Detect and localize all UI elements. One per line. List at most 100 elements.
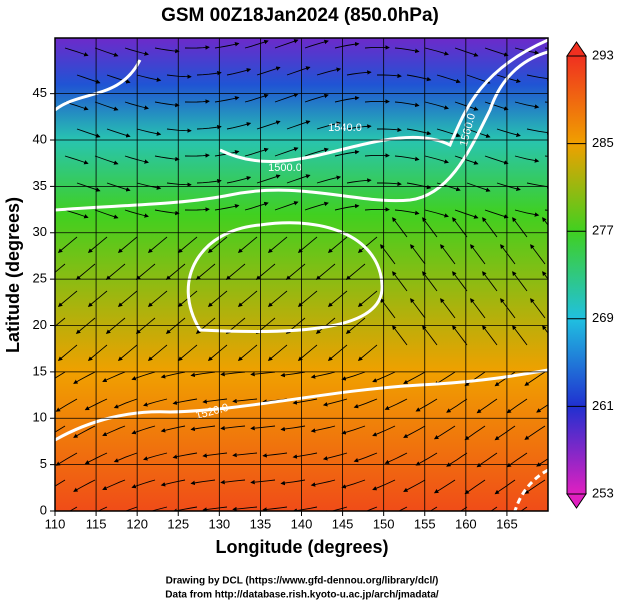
streamline: [207, 344, 228, 361]
streamline: [117, 344, 138, 361]
streamline: [286, 120, 311, 130]
streamline: [482, 325, 498, 346]
streamline: [237, 344, 258, 361]
streamline: [530, 244, 546, 265]
colorbar-scale: [566, 55, 587, 495]
streamline: [424, 209, 449, 218]
colorbar-tick-label: 269: [592, 310, 614, 325]
streamline: [292, 452, 318, 459]
streamline: [102, 479, 126, 491]
streamline: [372, 371, 396, 383]
streamline: [446, 452, 468, 467]
streamline: [454, 101, 479, 111]
streamline: [334, 41, 360, 49]
streamline: [135, 263, 156, 280]
x-tick-label: 155: [414, 516, 436, 531]
streamline: [514, 101, 540, 109]
streamline: [464, 371, 486, 387]
chart-title: GSM 00Z18Jan2024 (850.0hPa): [161, 5, 439, 26]
streamline: [316, 175, 342, 184]
streamline: [424, 101, 449, 110]
streamline: [244, 147, 269, 157]
streamline: [357, 290, 378, 307]
streamline: [196, 178, 222, 184]
streamline: [346, 70, 372, 76]
streamline: [410, 298, 426, 319]
streamline: [75, 263, 96, 280]
streamline: [452, 325, 468, 346]
streamline: [460, 506, 468, 511]
streamline: [494, 425, 516, 441]
streamline: [520, 506, 528, 511]
y-tick-label: 0: [40, 502, 47, 517]
streamline: [530, 298, 546, 319]
streamline: [131, 479, 156, 489]
streamline: [542, 217, 548, 226]
streamline: [244, 201, 269, 211]
streamline: [494, 371, 516, 387]
streamline: [403, 371, 426, 384]
streamline: [490, 506, 498, 511]
streamline: [424, 47, 449, 56]
colorbar-extend-top: [566, 41, 587, 57]
streamline: [225, 263, 246, 280]
x-tick-label: 160: [455, 516, 477, 531]
streamline: [322, 452, 348, 461]
y-tick-label: 10: [33, 410, 47, 425]
streamline: [177, 236, 198, 253]
streamline: [315, 263, 336, 280]
streamline: [341, 371, 366, 381]
streamline: [341, 479, 366, 489]
streamline: [398, 506, 408, 511]
streamline: [55, 263, 66, 273]
streamline: [327, 344, 348, 361]
streamline: [364, 153, 390, 158]
streamline: [364, 99, 390, 104]
streamline: [136, 182, 162, 190]
streamline: [394, 209, 420, 216]
streamline: [377, 127, 402, 133]
streamline: [250, 479, 276, 485]
streamline: [73, 479, 96, 492]
streamline: [316, 121, 342, 130]
streamline: [415, 398, 438, 412]
streamline: [160, 425, 186, 433]
streamline: [436, 74, 461, 84]
streamline: [514, 155, 540, 163]
colorbar-tick-label: 261: [592, 398, 614, 413]
streamline: [55, 425, 66, 433]
streamline: [304, 147, 329, 157]
colorbar-tick-label: 285: [592, 135, 614, 150]
streamline: [124, 506, 138, 511]
streamline: [57, 236, 78, 253]
streamline: [232, 398, 258, 404]
streamline: [526, 74, 548, 81]
streamline: [143, 506, 168, 511]
streamline: [292, 398, 318, 405]
streamline: [177, 344, 198, 361]
streamline: [384, 398, 408, 410]
streamline: [526, 128, 548, 135]
streamline: [304, 93, 329, 103]
x-axis-label: Longitude (degrees): [215, 537, 388, 557]
streamline: [394, 101, 420, 108]
streamline: [64, 47, 89, 57]
streamline: [327, 236, 348, 253]
streamline: [184, 207, 210, 212]
streamline: [542, 271, 548, 280]
streamline: [470, 298, 486, 319]
streamline: [322, 506, 348, 511]
streamline: [55, 452, 78, 466]
streamline: [64, 209, 89, 219]
streamline: [166, 74, 192, 79]
streamline: [196, 70, 222, 76]
streamline: [394, 47, 420, 54]
streamline: [286, 66, 311, 76]
streamline: [466, 182, 491, 192]
streamline: [353, 452, 378, 463]
streamline: [250, 425, 276, 431]
streamline: [334, 95, 360, 103]
streamline: [55, 479, 66, 487]
streamline: [73, 425, 96, 438]
streamline: [542, 325, 548, 334]
